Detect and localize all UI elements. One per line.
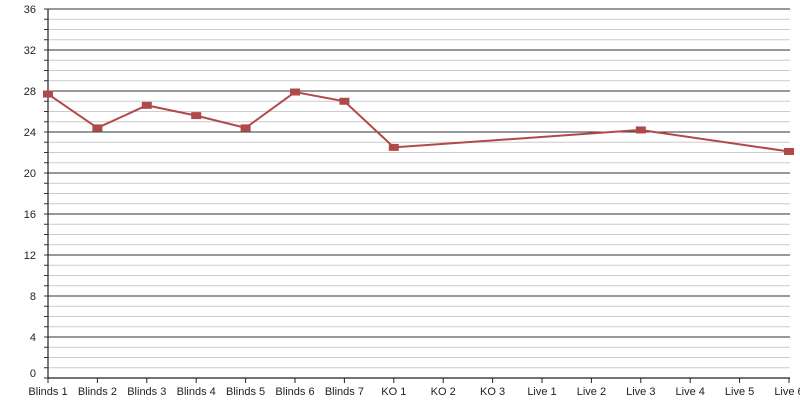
x-tick-label: Blinds 5 [226, 386, 265, 398]
x-tick-label: Blinds 4 [177, 386, 216, 398]
data-point [92, 124, 103, 132]
x-tick-label: Blinds 1 [28, 386, 67, 398]
x-tick-label: Live 2 [577, 386, 606, 398]
x-tick-label: KO 2 [431, 386, 456, 398]
y-tick-label: 24 [24, 127, 36, 139]
y-tick-label: 0 [30, 368, 36, 380]
y-tick-label: 16 [24, 209, 36, 221]
x-tick-label: KO 1 [381, 386, 406, 398]
data-point [141, 101, 152, 109]
y-tick-label: 36 [24, 4, 36, 16]
data-point [43, 90, 53, 98]
data-point [290, 88, 300, 96]
data-point [339, 97, 350, 105]
data-point [240, 124, 251, 132]
data-point [635, 126, 646, 134]
y-tick-label: 20 [24, 168, 36, 180]
x-tick-label: Blinds 2 [78, 386, 117, 398]
x-tick-label: Live 6 [774, 386, 800, 398]
y-tick-label: 32 [24, 45, 36, 57]
x-tick-label: Live 1 [527, 386, 556, 398]
x-tick-label: Live 5 [725, 386, 754, 398]
x-tick-label: KO 3 [480, 386, 505, 398]
data-point [388, 143, 399, 151]
series-line [47, 90, 790, 153]
x-tick-label: Live 3 [626, 386, 655, 398]
y-tick-label: 8 [30, 291, 36, 303]
data-point [191, 112, 202, 120]
x-tick-label: Blinds 6 [275, 386, 314, 398]
y-tick-label: 4 [30, 332, 36, 344]
x-tick-label: Live 4 [676, 386, 705, 398]
x-tick-label: Blinds 7 [325, 386, 364, 398]
x-tick-label: Blinds 3 [127, 386, 166, 398]
data-point [784, 147, 794, 155]
y-tick-label: 12 [24, 250, 36, 262]
y-tick-label: 28 [24, 86, 36, 98]
